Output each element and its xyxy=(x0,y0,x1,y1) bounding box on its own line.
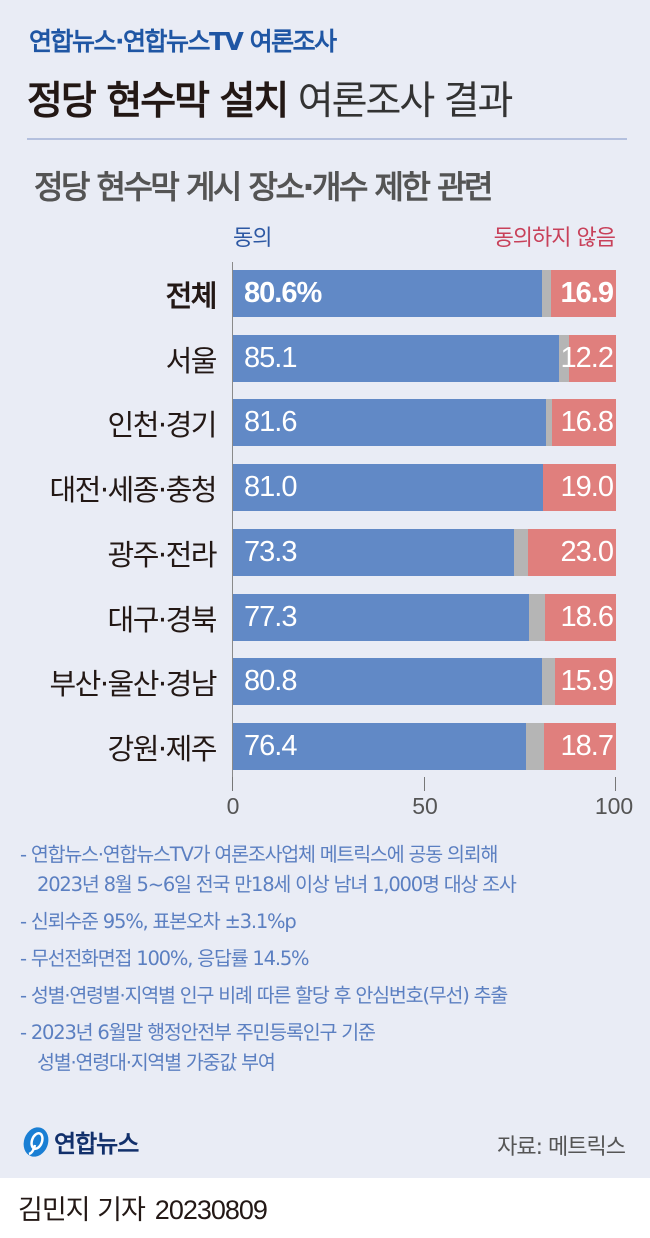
value-disagree: 23.0 xyxy=(560,535,614,568)
tick-label-0: 0 xyxy=(226,793,240,819)
bar-segment-agree xyxy=(233,593,530,641)
page-title: 정당 현수막 설치 여론조사 결과 xyxy=(27,70,514,126)
value-disagree: 15.9 xyxy=(560,665,614,698)
value-disagree: 19.0 xyxy=(560,471,614,504)
bar-segment-no-answer xyxy=(513,528,528,576)
bar-segment-disagree xyxy=(543,464,616,512)
bar-segment-disagree xyxy=(544,722,616,770)
row-label: 인천·경기 xyxy=(107,408,218,443)
value-agree: 80.6% xyxy=(244,277,322,309)
bar-segment-agree xyxy=(233,334,559,382)
bar-segment-agree xyxy=(233,399,546,447)
stacked-bar xyxy=(233,270,616,317)
bar-segment-agree xyxy=(233,722,526,770)
note-item: - 2023년 6월말 행정안전부 주민등록인구 기준 성별·연령대·지역별 가중… xyxy=(20,1021,376,1074)
bar-segment-disagree xyxy=(527,528,616,576)
source-credit: 자료: 메트릭스 xyxy=(497,1135,626,1160)
bar-segment-no-answer xyxy=(529,593,545,641)
row-label: 전체 xyxy=(165,279,218,313)
note-item: - 신뢰수준 95%, 표본오차 ±3.1%p xyxy=(20,910,297,933)
row-label: 대구·경북 xyxy=(107,602,218,637)
stacked-bar xyxy=(233,464,616,512)
stacked-bar xyxy=(233,658,616,706)
stacked-bar xyxy=(233,722,616,770)
value-agree: 76.4 xyxy=(244,729,297,762)
logo-text: 연합뉴스 xyxy=(54,1130,139,1158)
value-agree: 73.3 xyxy=(244,535,297,568)
bar-segment-no-answer xyxy=(542,658,556,706)
yonhap-globe-icon xyxy=(23,1126,49,1157)
bar-row: 인천·경기 81.6 16.8 xyxy=(0,399,650,447)
bar-segment-disagree xyxy=(551,270,616,317)
row-label: 부산·울산·경남 xyxy=(49,667,217,702)
bar-segment-agree xyxy=(233,464,544,512)
value-disagree: 16.9 xyxy=(560,277,614,309)
stacked-bar xyxy=(233,593,616,641)
y-axis-line xyxy=(232,262,233,782)
note-item: - 성별·연령별·지역별 인구 비례 따른 할당 후 안심번호(무선) 추출 xyxy=(20,984,508,1007)
value-agree: 81.0 xyxy=(244,471,297,504)
legend-agree: 동의 xyxy=(233,226,272,251)
value-agree: 85.1 xyxy=(244,341,297,374)
note-item: - 무선전화면접 100%, 응답률 14.5% xyxy=(20,947,310,970)
value-agree: 80.8 xyxy=(244,665,297,698)
bar-row: 광주·전라 73.3 23.0 xyxy=(0,528,650,576)
bar-segment-agree xyxy=(233,658,543,706)
publish-date: 20230809 xyxy=(154,1195,268,1225)
stacked-bar xyxy=(233,528,616,576)
row-label: 대전·세종·충청 xyxy=(49,473,217,508)
value-disagree: 18.7 xyxy=(560,729,614,762)
bar-segment-no-answer xyxy=(525,722,545,770)
chart-title: 정당 현수막 게시 장소·개수 제한 관련 xyxy=(34,168,493,206)
bar-row: 대구·경북 77.3 18.6 xyxy=(0,593,650,641)
stacked-bar xyxy=(233,334,616,382)
bar-row: 부산·울산·경남 80.8 15.9 xyxy=(0,658,650,706)
bar-segment-agree xyxy=(233,528,514,576)
bar-segment-disagree xyxy=(569,334,616,382)
yonhap-logo: 연합뉴스 xyxy=(22,1124,139,1159)
value-agree: 81.6 xyxy=(244,406,297,439)
bar-segment-disagree xyxy=(555,658,616,706)
tick-100 xyxy=(615,777,616,791)
bar-row: 강원·제주 76.4 18.7 xyxy=(0,722,650,770)
tick-label-100: 100 xyxy=(594,793,634,819)
infographic-panel xyxy=(0,0,650,1178)
bar-segment-agree xyxy=(233,270,542,317)
row-label: 서울 xyxy=(165,343,218,378)
bar-segment-disagree xyxy=(544,593,616,641)
bar-segment-no-answer xyxy=(558,334,570,382)
tick-0 xyxy=(232,777,233,791)
bar-segment-no-answer xyxy=(541,270,552,317)
row-label: 광주·전라 xyxy=(107,537,218,572)
bar-row: 전체 80.6% 16.9 xyxy=(0,270,650,317)
value-agree: 77.3 xyxy=(244,600,297,633)
kicker: 연합뉴스·연합뉴스TV 여론조사 xyxy=(29,27,337,56)
bar-row: 대전·세종·충청 81.0 19.0 xyxy=(0,464,650,512)
bar-segment-disagree xyxy=(551,399,616,447)
tick-label-50: 50 xyxy=(412,793,438,819)
value-disagree: 18.6 xyxy=(560,600,614,633)
value-disagree: 12.2 xyxy=(560,341,614,374)
reporter-name: 김민지 기자 xyxy=(18,1195,146,1226)
bar-segment-no-answer xyxy=(545,399,552,447)
note-item: - 연합뉴스·연합뉴스TV가 여론조사업체 메트릭스에 공동 의뢰해 2023년 … xyxy=(20,843,517,896)
stacked-bar xyxy=(233,399,616,447)
tick-50 xyxy=(424,777,425,791)
title-bold: 정당 현수막 설치 xyxy=(27,79,289,124)
methodology-notes: - 연합뉴스·연합뉴스TV가 여론조사업체 메트릭스에 공동 의뢰해 2023년 … xyxy=(20,840,640,1085)
title-divider xyxy=(27,138,627,140)
legend-disagree: 동의하지 않음 xyxy=(493,226,616,251)
bar-row: 서울 85.1 12.2 xyxy=(0,334,650,382)
title-light: 여론조사 결과 xyxy=(297,79,514,124)
byline: 김민지 기자 20230809 xyxy=(18,1188,268,1227)
row-label: 강원·제주 xyxy=(107,731,218,766)
value-disagree: 16.8 xyxy=(560,406,614,439)
